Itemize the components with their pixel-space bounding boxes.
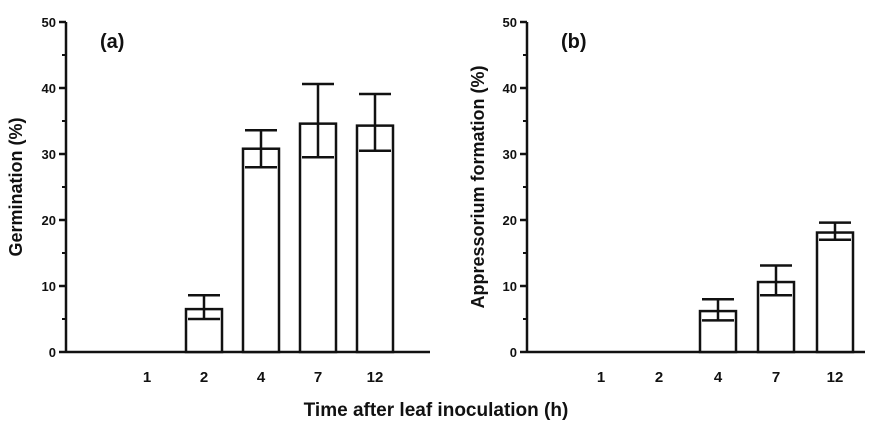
x-tick-label: 4 [257,369,266,386]
y-tick-label: 40 [42,81,56,96]
y-tick-label: 20 [42,213,56,228]
panel-label: (b) [561,31,587,53]
y-tick-label: 0 [510,345,517,360]
y-axis-label: Appressorium formation (%) [468,65,488,308]
y-axis-label: Germination (%) [6,117,26,256]
y-tick-label: 30 [503,147,517,162]
y-tick-label: 20 [503,213,517,228]
bar [298,122,338,354]
bar [184,307,224,354]
y-tick-label: 10 [42,279,56,294]
x-tick-label: 1 [143,369,151,386]
y-tick-label: 0 [49,345,56,360]
x-tick-label: 2 [200,369,208,386]
y-tick-label: 10 [503,279,517,294]
y-tick-label: 40 [503,81,517,96]
x-tick-label: 12 [827,369,844,386]
bar [756,280,796,354]
x-tick-label: 7 [772,369,780,386]
x-tick-label: 2 [655,369,663,386]
x-tick-label: 7 [314,369,322,386]
bar [355,124,395,354]
y-tick-label: 50 [42,15,56,30]
x-tick-label: 12 [367,369,384,386]
y-tick-label: 30 [42,147,56,162]
y-tick-label: 50 [503,15,517,30]
panel-label: (a) [100,31,124,53]
shared-x-axis-label: Time after leaf inoculation (h) [303,400,569,421]
x-tick-label: 1 [597,369,605,386]
bar [241,147,281,354]
x-tick-label: 4 [714,369,723,386]
bar [815,231,855,354]
